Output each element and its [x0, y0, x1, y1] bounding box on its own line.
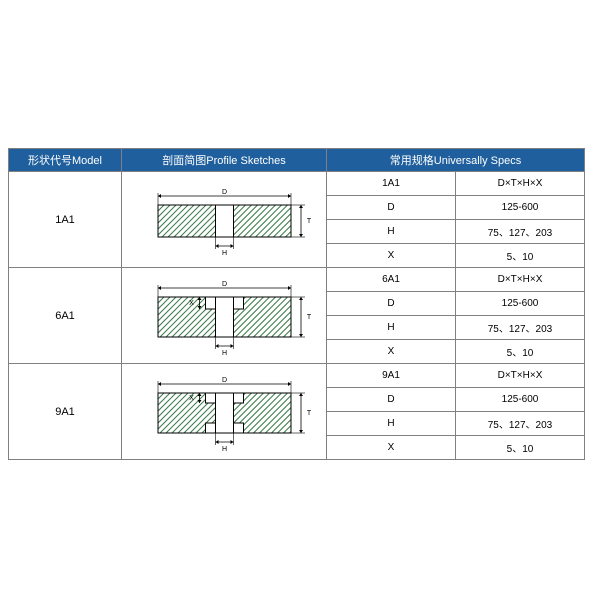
model-cell: 1A1	[9, 172, 122, 268]
spec-table: 形状代号Model 剖面简图Profile Sketches 常用规格Unive…	[8, 148, 585, 460]
sketch-cell: D H T X	[122, 268, 327, 364]
spec-key: H	[327, 412, 456, 436]
spec-key: X	[327, 340, 456, 364]
spec-value: 125-600	[456, 292, 585, 316]
spec-key: D	[327, 388, 456, 412]
svg-text:H: H	[221, 350, 226, 357]
svg-text:D: D	[221, 377, 226, 384]
model-cell: 9A1	[9, 364, 122, 460]
svg-text:T: T	[306, 314, 311, 321]
svg-text:X: X	[189, 300, 194, 307]
spec-value: 75、127、203	[456, 316, 585, 340]
header-sketch: 剖面简图Profile Sketches	[122, 149, 327, 172]
spec-value: 5、10	[456, 340, 585, 364]
spec-key: X	[327, 436, 456, 460]
spec-value: D×T×H×X	[456, 364, 585, 388]
spec-key: D	[327, 196, 456, 220]
spec-value: 5、10	[456, 244, 585, 268]
spec-key: 6A1	[327, 268, 456, 292]
svg-text:T: T	[306, 218, 311, 225]
spec-value: D×T×H×X	[456, 172, 585, 196]
sketch-cell: D H T X	[122, 364, 327, 460]
spec-value: 125-600	[456, 196, 585, 220]
spec-value: 75、127、203	[456, 220, 585, 244]
sketch-cell: D H T	[122, 172, 327, 268]
model-cell: 6A1	[9, 268, 122, 364]
svg-text:T: T	[306, 410, 311, 417]
spec-key: D	[327, 292, 456, 316]
svg-text:X: X	[189, 395, 194, 402]
svg-text:D: D	[221, 281, 226, 288]
spec-key: X	[327, 244, 456, 268]
header-model: 形状代号Model	[9, 149, 122, 172]
spec-key: H	[327, 220, 456, 244]
svg-text:D: D	[221, 189, 226, 196]
svg-text:H: H	[221, 446, 226, 453]
spec-key: H	[327, 316, 456, 340]
svg-text:H: H	[221, 250, 226, 257]
spec-value: 5、10	[456, 436, 585, 460]
header-specs: 常用规格Universally Specs	[327, 149, 585, 172]
spec-key: 1A1	[327, 172, 456, 196]
spec-value: 125-600	[456, 388, 585, 412]
spec-value: D×T×H×X	[456, 268, 585, 292]
spec-value: 75、127、203	[456, 412, 585, 436]
spec-key: 9A1	[327, 364, 456, 388]
